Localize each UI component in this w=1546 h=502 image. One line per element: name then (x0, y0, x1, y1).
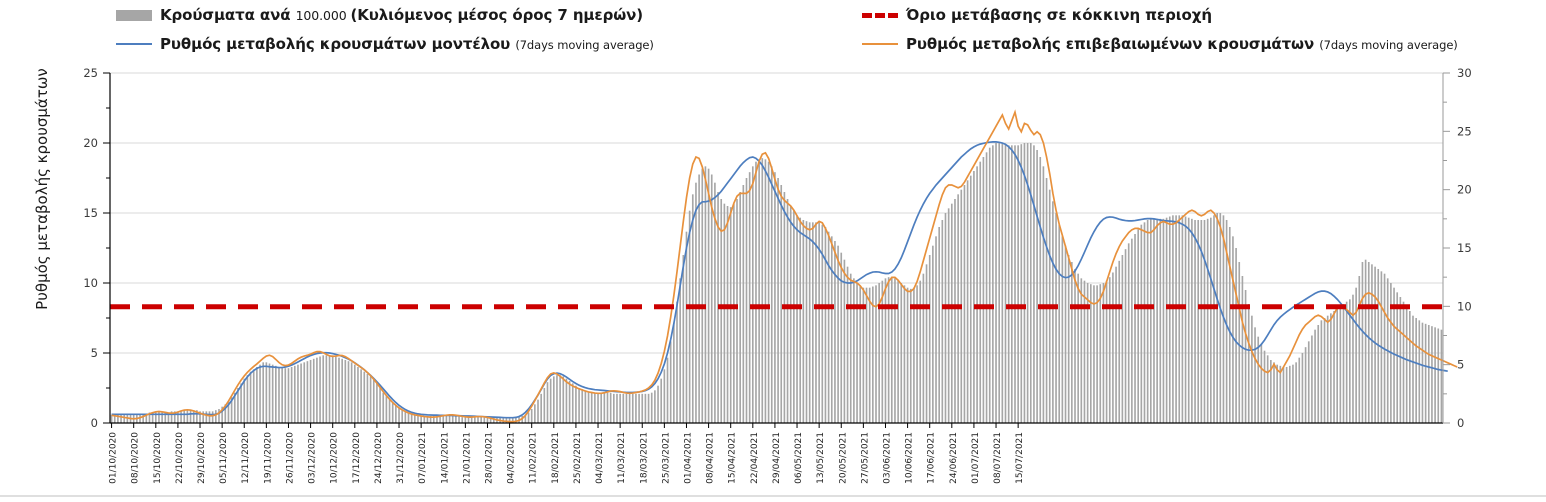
svg-text:15/04/2021: 15/04/2021 (728, 432, 738, 484)
line-swatch-blue-icon (116, 43, 152, 45)
svg-text:13/05/2021: 13/05/2021 (816, 432, 826, 484)
svg-text:14/01/2021: 14/01/2021 (440, 432, 450, 484)
legend-item-cases-per-100k[interactable]: Κρούσματα ανά 100.000 (Κυλιόμενος μέσος … (116, 6, 643, 24)
line-series-confirmed-rate (111, 109, 1458, 423)
svg-text:25: 25 (83, 66, 98, 80)
svg-text:04/02/2021: 04/02/2021 (507, 432, 517, 484)
bar-series-cases-per-100k (110, 143, 1443, 424)
svg-text:03/12/2020: 03/12/2020 (308, 432, 318, 484)
svg-text:11/03/2021: 11/03/2021 (617, 432, 627, 484)
x-axis-tick-labels: 01/10/2020 08/10/2020 15/10/2020 22/10/2020… (109, 432, 1025, 484)
svg-text:05/11/2020: 05/11/2020 (219, 432, 229, 484)
svg-text:19/11/2020: 19/11/2020 (263, 432, 273, 484)
chart-legend: Κρούσματα ανά 100.000 (Κυλιόμενος μέσος … (0, 0, 1546, 62)
svg-text:18/03/2021: 18/03/2021 (639, 432, 649, 484)
y-axis-right-tick-labels: 0 5 10 15 20 25 30 (1457, 66, 1472, 430)
svg-text:20: 20 (83, 136, 98, 150)
svg-text:29/04/2021: 29/04/2021 (772, 432, 782, 484)
svg-text:15: 15 (83, 206, 98, 220)
svg-text:08/07/2021: 08/07/2021 (993, 432, 1003, 484)
svg-text:20: 20 (1457, 183, 1472, 197)
legend-item-model-rate[interactable]: Ρυθμός μεταβολής κρουσμάτων μοντέλου (7d… (116, 35, 654, 53)
svg-text:24/06/2021: 24/06/2021 (949, 432, 959, 484)
legend-label-red-zone-threshold: Όριο μετάβασης σε κόκκινη περιοχή (906, 6, 1212, 24)
svg-text:10: 10 (1457, 299, 1472, 313)
svg-text:10/06/2021: 10/06/2021 (905, 432, 915, 484)
legend-item-confirmed-rate[interactable]: Ρυθμός μεταβολής επιβεβαιωμένων κρουσμάτ… (862, 35, 1458, 53)
bar-swatch-icon (116, 9, 152, 21)
svg-text:18/02/2021: 18/02/2021 (551, 432, 561, 484)
svg-text:27/05/2021: 27/05/2021 (860, 432, 870, 484)
line-swatch-orange-icon (862, 43, 898, 45)
svg-text:21/01/2021: 21/01/2021 (462, 432, 472, 484)
legend-label-confirmed-rate: Ρυθμός μεταβολής επιβεβαιωμένων κρουσμάτ… (906, 35, 1458, 53)
dashed-line-swatch-icon (862, 12, 898, 18)
legend-label-model-rate: Ρυθμός μεταβολής κρουσμάτων μοντέλου (7d… (160, 35, 654, 53)
legend-item-red-zone-threshold[interactable]: Όριο μετάβασης σε κόκκινη περιοχή (862, 6, 1212, 24)
y-axis-left-tick-labels: 0 5 10 15 20 25 (83, 66, 98, 430)
axes (103, 72, 1450, 428)
svg-text:5: 5 (91, 346, 98, 360)
svg-text:25: 25 (1457, 124, 1472, 138)
svg-text:28/01/2021: 28/01/2021 (485, 432, 495, 484)
svg-text:25/02/2021: 25/02/2021 (573, 432, 583, 484)
svg-text:12/11/2020: 12/11/2020 (241, 432, 251, 484)
svg-text:29/10/2020: 29/10/2020 (197, 432, 207, 484)
svg-text:06/05/2021: 06/05/2021 (794, 432, 804, 484)
svg-text:07/01/2021: 07/01/2021 (418, 432, 428, 484)
svg-text:10: 10 (83, 276, 98, 290)
svg-text:15/10/2020: 15/10/2020 (153, 432, 163, 484)
svg-text:01/07/2021: 01/07/2021 (971, 432, 981, 484)
svg-text:03/06/2021: 03/06/2021 (883, 432, 893, 484)
svg-text:25/03/2021: 25/03/2021 (661, 432, 671, 484)
svg-text:08/04/2021: 08/04/2021 (706, 432, 716, 484)
svg-text:08/10/2020: 08/10/2020 (131, 432, 141, 484)
svg-text:15/07/2021: 15/07/2021 (1015, 432, 1025, 484)
svg-text:20/05/2021: 20/05/2021 (838, 432, 848, 484)
svg-text:0: 0 (1457, 416, 1464, 430)
svg-text:30: 30 (1457, 66, 1472, 80)
line-series-model-rate (111, 141, 1448, 419)
svg-text:15: 15 (1457, 241, 1472, 255)
svg-text:01/04/2021: 01/04/2021 (684, 432, 694, 484)
svg-text:24/12/2020: 24/12/2020 (374, 432, 384, 484)
svg-text:5: 5 (1457, 358, 1464, 372)
svg-text:11/02/2021: 11/02/2021 (529, 432, 539, 484)
svg-text:17/12/2020: 17/12/2020 (352, 432, 362, 484)
svg-text:26/11/2020: 26/11/2020 (286, 432, 296, 484)
legend-label-cases-per-100k: Κρούσματα ανά 100.000 (Κυλιόμενος μέσος … (160, 6, 644, 24)
svg-text:01/10/2020: 01/10/2020 (109, 432, 119, 484)
svg-text:04/03/2021: 04/03/2021 (595, 432, 605, 484)
svg-text:22/04/2021: 22/04/2021 (750, 432, 760, 484)
svg-text:31/12/2020: 31/12/2020 (396, 432, 406, 484)
svg-text:0: 0 (91, 416, 98, 430)
svg-text:22/10/2020: 22/10/2020 (175, 432, 185, 484)
svg-text:10/12/2020: 10/12/2020 (330, 432, 340, 484)
svg-text:17/06/2021: 17/06/2021 (927, 432, 937, 484)
